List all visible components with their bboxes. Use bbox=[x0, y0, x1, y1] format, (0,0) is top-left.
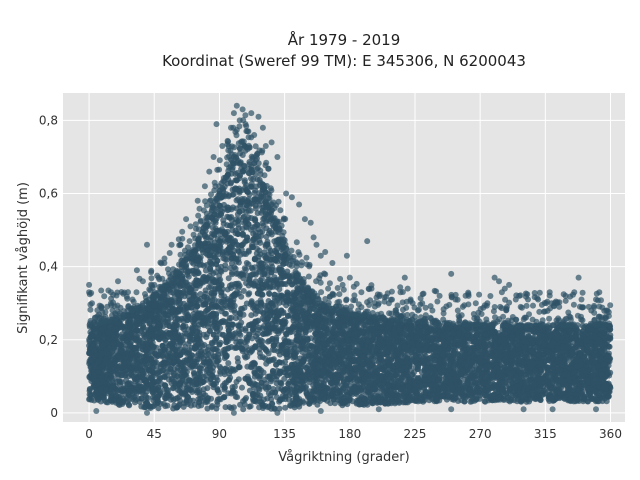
data-point bbox=[258, 209, 265, 216]
data-point bbox=[202, 348, 209, 355]
data-point bbox=[247, 403, 254, 410]
chart-subtitle: Koordinat (Sweref 99 TM): E 345306, N 62… bbox=[162, 52, 526, 70]
data-point bbox=[138, 403, 145, 410]
data-point bbox=[220, 220, 227, 227]
chart-title: År 1979 - 2019 bbox=[288, 30, 401, 49]
data-point bbox=[252, 202, 259, 209]
data-point bbox=[235, 322, 241, 329]
data-point bbox=[240, 288, 247, 294]
data-point bbox=[222, 404, 229, 411]
data-point bbox=[225, 275, 232, 282]
data-point bbox=[234, 394, 241, 401]
data-point bbox=[278, 380, 285, 387]
data-point bbox=[265, 290, 272, 297]
data-point bbox=[579, 322, 586, 329]
data-point bbox=[237, 150, 244, 157]
data-point bbox=[119, 324, 126, 331]
data-point bbox=[257, 239, 264, 246]
data-point bbox=[225, 360, 232, 367]
data-point bbox=[471, 397, 478, 404]
data-point bbox=[237, 145, 243, 152]
data-point bbox=[207, 266, 214, 273]
data-point bbox=[230, 191, 237, 198]
data-points bbox=[86, 102, 614, 416]
data-point bbox=[217, 325, 224, 331]
data-point bbox=[245, 247, 252, 254]
